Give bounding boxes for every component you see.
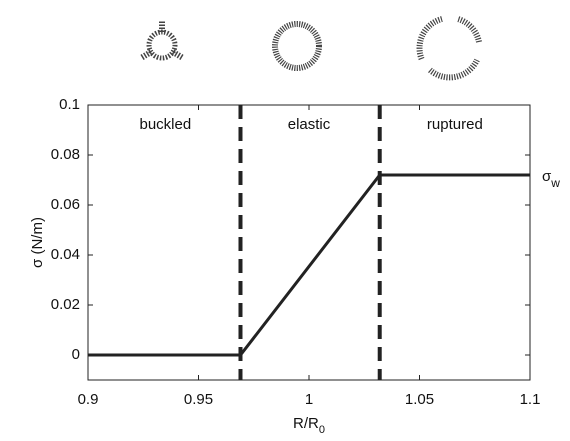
vesicle-icons <box>141 19 479 77</box>
x-tick-label: 1.1 <box>520 391 541 408</box>
plot-frame <box>88 105 530 380</box>
x-axis-label-sub: 0 <box>319 424 325 436</box>
x-tick-label: 0.95 <box>184 391 213 408</box>
region-label: buckled <box>139 116 191 133</box>
y-axis-label: σ (N/m) <box>29 217 46 268</box>
x-axis-label: R/R0 <box>293 415 325 436</box>
chart: 0.90.9511.051.100.020.040.060.080.1R/R0σ… <box>0 0 570 436</box>
page: {"chart_data": {"type": "line", "x_label… <box>0 0 570 441</box>
end-label-sub: w <box>550 176 560 190</box>
x-tick-label: 1 <box>305 391 313 408</box>
elastic-icon <box>275 24 319 68</box>
y-tick-label: 0 <box>72 346 80 363</box>
x-axis-label-main: R/R <box>293 415 319 432</box>
end-label: σw <box>542 168 560 190</box>
y-tick-label: 0.06 <box>51 196 80 213</box>
y-tick-label: 0.02 <box>51 296 80 313</box>
y-tick-label: 0.04 <box>51 246 80 263</box>
region-label: elastic <box>288 116 331 133</box>
y-tick-label: 0.1 <box>59 96 80 113</box>
x-tick-label: 0.9 <box>78 391 99 408</box>
x-tick-label: 1.05 <box>405 391 434 408</box>
buckled-icon <box>141 21 183 58</box>
ruptured-icon <box>420 19 479 77</box>
line <box>88 175 530 355</box>
y-tick-label: 0.08 <box>51 146 80 163</box>
region-label: ruptured <box>427 116 483 133</box>
